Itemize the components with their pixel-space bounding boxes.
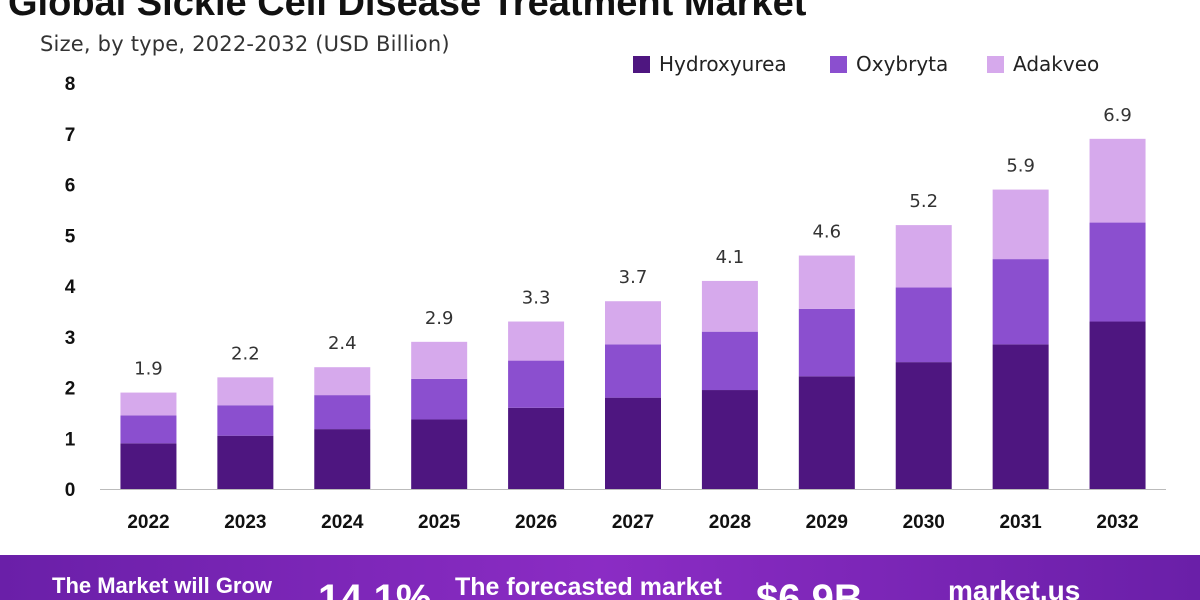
y-tick-label: 5 [65, 226, 76, 247]
legend-swatch-adakveo [987, 55, 1004, 73]
bar-segment-hydroxyurea-2023 [217, 435, 274, 489]
x-tick-label: 2025 [418, 512, 461, 533]
bar-segment-oxybryta-2024 [314, 395, 371, 430]
legend-item-hydroxyurea: Hydroxyurea [633, 52, 787, 76]
bar-total-label: 3.7 [619, 267, 648, 288]
y-tick-label: 1 [65, 429, 76, 450]
bar-segment-hydroxyurea-2025 [411, 419, 468, 489]
bar-segment-oxybryta-2029 [798, 308, 855, 377]
bar-segment-adakveo-2030 [895, 225, 952, 288]
bar-total-label: 5.9 [1006, 156, 1035, 177]
x-tick-label: 2026 [515, 512, 557, 533]
legend-label-adakveo: Adakveo [1013, 52, 1100, 76]
chart-subtitle: Size, by type, 2022-2032 (USD Billion) [40, 32, 450, 56]
bar-total-label: 1.9 [134, 359, 163, 380]
y-tick-label: 8 [65, 74, 76, 95]
y-tick-label: 0 [65, 480, 76, 501]
bar-segment-adakveo-2032 [1089, 138, 1146, 223]
y-tick-label: 3 [65, 328, 76, 349]
bar-segment-oxybryta-2026 [508, 360, 565, 408]
bar-segment-hydroxyurea-2029 [798, 376, 855, 489]
bar-segment-hydroxyurea-2022 [120, 443, 177, 489]
bar-segment-adakveo-2025 [411, 341, 468, 379]
bar-total-label: 3.3 [522, 288, 551, 309]
footer-banner: The Market will Grow 14.1% The forecaste… [0, 555, 1200, 600]
stacked-bar-chart: 0 1 2 3 4 5 6 7 8 1.9 2022 2.2 2023 2.4 2024 2.9 2025 3.3… [65, 74, 1166, 533]
y-tick-label: 6 [65, 176, 76, 197]
x-tick-label: 2024 [321, 512, 364, 533]
bar-segment-hydroxyurea-2026 [508, 407, 565, 489]
banner-forecast-text: The forecasted market [455, 573, 722, 600]
bar-total-label: 2.9 [425, 308, 454, 329]
bar-total-label: 6.9 [1103, 105, 1132, 126]
bar-segment-adakveo-2023 [217, 377, 274, 406]
bar-segment-hydroxyurea-2032 [1089, 321, 1146, 489]
bar-segment-oxybryta-2025 [411, 378, 468, 420]
bar-segment-adakveo-2029 [798, 255, 855, 309]
bar-total-label: 4.6 [812, 222, 841, 243]
bar-total-label: 2.2 [231, 343, 260, 364]
bar-segment-hydroxyurea-2024 [314, 429, 371, 489]
bar-segment-oxybryta-2028 [701, 331, 758, 391]
bar-segment-oxybryta-2032 [1089, 222, 1146, 322]
bar-total-label: 4.1 [716, 247, 745, 268]
bar-segment-adakveo-2022 [120, 392, 177, 416]
bar-segment-oxybryta-2022 [120, 415, 177, 444]
bar-segment-oxybryta-2023 [217, 405, 274, 436]
x-tick-label: 2023 [224, 512, 266, 533]
legend-label-hydroxyurea: Hydroxyurea [659, 52, 787, 76]
banner-grow-text: The Market will Grow [52, 573, 273, 598]
bar-segment-hydroxyurea-2027 [605, 397, 661, 489]
banner-cagr-value: 14.1% [318, 577, 432, 600]
bar-segment-hydroxyurea-2030 [895, 362, 952, 489]
bar-segment-hydroxyurea-2028 [701, 390, 758, 489]
x-tick-label: 2031 [999, 512, 1042, 533]
y-tick-label: 2 [65, 379, 76, 400]
legend-swatch-oxybryta [830, 55, 847, 73]
bar-segment-adakveo-2027 [605, 301, 661, 345]
x-tick-label: 2022 [127, 512, 169, 533]
chart-title: Global Sickle Cell Disease Treatment Mar… [8, 0, 807, 24]
bar-segment-adakveo-2028 [701, 280, 758, 332]
y-tick-label: 4 [65, 277, 76, 298]
bar-segment-oxybryta-2031 [992, 259, 1049, 345]
legend-swatch-hydroxyurea [633, 55, 650, 73]
bar-total-label: 5.2 [909, 191, 938, 212]
legend-item-adakveo: Adakveo [987, 52, 1099, 76]
y-tick-label: 7 [65, 125, 76, 146]
bar-total-label: 2.4 [328, 333, 357, 354]
x-tick-label: 2030 [903, 512, 945, 533]
bar-segment-adakveo-2031 [992, 189, 1049, 260]
bar-segment-oxybryta-2030 [895, 287, 952, 363]
bar-segment-oxybryta-2027 [605, 344, 661, 398]
bar-segment-adakveo-2024 [314, 367, 371, 396]
legend-item-oxybryta: Oxybryta [830, 52, 948, 76]
x-tick-label: 2032 [1096, 512, 1138, 533]
bar-segment-adakveo-2026 [508, 321, 565, 361]
banner-market-value: $6.9B [756, 577, 863, 600]
banner-brand-logo: market.us [948, 575, 1081, 600]
x-tick-label: 2027 [612, 512, 654, 533]
x-tick-label: 2029 [806, 512, 848, 533]
legend-label-oxybryta: Oxybryta [856, 52, 949, 76]
bar-segment-hydroxyurea-2031 [992, 344, 1049, 489]
x-tick-label: 2028 [709, 512, 751, 533]
